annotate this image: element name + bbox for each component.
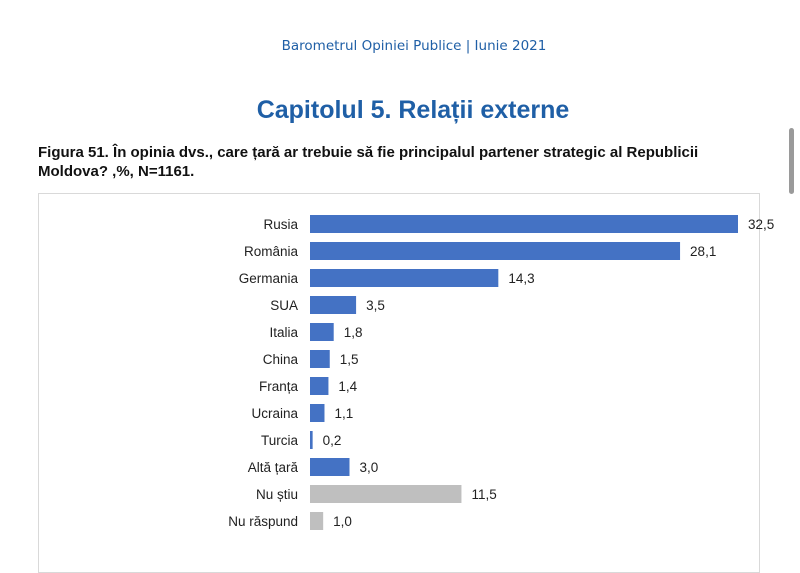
category-label: Altă țară — [248, 460, 299, 475]
bar — [310, 269, 499, 287]
value-label: 1,1 — [334, 406, 353, 421]
value-label: 1,0 — [333, 514, 352, 529]
bar — [310, 431, 313, 449]
bar — [310, 323, 334, 341]
scrollbar-thumb[interactable] — [789, 128, 794, 194]
category-label: Italia — [269, 325, 298, 340]
value-label: 11,5 — [471, 487, 496, 502]
category-label: Turcia — [261, 433, 298, 448]
bar — [310, 458, 350, 476]
bar — [310, 512, 324, 530]
category-label: Rusia — [263, 217, 298, 232]
figure-caption: Figura 51. În opinia dvs., care țară ar … — [38, 143, 768, 181]
category-label: Germania — [239, 271, 299, 286]
bar — [310, 377, 329, 395]
bar — [310, 404, 325, 422]
value-label: 3,5 — [366, 298, 385, 313]
value-label: 14,3 — [508, 271, 534, 286]
category-label: Franța — [259, 379, 299, 394]
value-label: 1,4 — [338, 379, 357, 394]
value-label: 28,1 — [690, 244, 716, 259]
bar — [310, 242, 681, 260]
category-label: Ucraina — [251, 406, 298, 421]
category-label: China — [263, 352, 299, 367]
bar — [310, 350, 330, 368]
category-label: România — [244, 244, 299, 259]
value-label: 1,8 — [344, 325, 363, 340]
category-label: Nu răspund — [228, 514, 298, 529]
value-label: 0,2 — [323, 433, 342, 448]
bar — [310, 215, 738, 233]
category-label: SUA — [270, 298, 298, 313]
value-label: 1,5 — [340, 352, 359, 367]
chapter-title: Capitolul 5. Relații externe — [256, 96, 570, 124]
figure-caption-line-1: Figura 51. În opinia dvs., care țară ar … — [38, 144, 699, 161]
value-label: 3,0 — [360, 460, 379, 475]
report-header: Barometrul Opiniei Publice | Iunie 2021 — [281, 38, 547, 54]
bar — [310, 485, 462, 503]
bar-chart: Rusia 32,5 România 28,1 Germania 14,3 SUA 3,5 It… — [228, 215, 774, 530]
bar — [310, 296, 357, 314]
figure-caption-line-2: Moldova? ,%, N=1161. — [38, 163, 195, 180]
category-label: Nu știu — [256, 487, 298, 502]
value-label: 32,5 — [748, 217, 774, 232]
